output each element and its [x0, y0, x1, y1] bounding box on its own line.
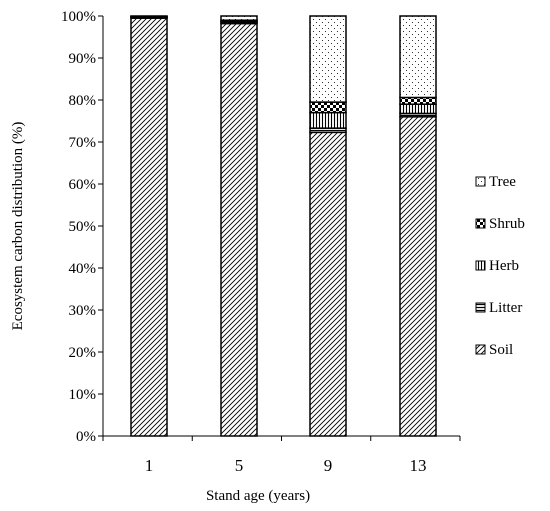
legend-item-soil: Soil — [475, 342, 513, 358]
bar-segment-soil-9 — [309, 131, 347, 437]
y-tick-label: 0% — [76, 429, 96, 445]
x-tick-label: 1 — [145, 456, 154, 475]
bar-segment-soil-1 — [130, 17, 168, 437]
y-tick-label: 80% — [69, 93, 97, 109]
y-tick-label: 90% — [69, 51, 97, 67]
y-axis-title: Ecosystem carbon distribution (%) — [10, 122, 26, 331]
legend-item-shrub: Shrub — [475, 216, 525, 232]
legend-swatch — [475, 302, 486, 313]
legend-item-litter: Litter — [475, 300, 522, 316]
x-tick-label: 13 — [410, 456, 427, 475]
y-tick-label: 30% — [69, 303, 97, 319]
y-axis: 0% 10% 20% 30% 40% 50% 60% 70% 80% 90% 100% — [61, 9, 104, 445]
bar-segment-herb-9 — [309, 111, 347, 129]
y-tick-label: 60% — [69, 177, 97, 193]
x-axis-title: Stand age (years) — [206, 488, 310, 504]
legend-swatch — [475, 344, 486, 355]
legend-label: Litter — [489, 300, 522, 316]
legend-label: Soil — [489, 342, 513, 358]
bar-segment-soil-13 — [399, 116, 437, 437]
x-tick-label: 9 — [324, 456, 333, 475]
y-tick-label: 10% — [69, 387, 97, 403]
legend-swatch — [475, 176, 486, 187]
legend: Tree Shrub Herb Litter Soil — [475, 174, 525, 358]
y-tick-label: 50% — [69, 219, 97, 235]
y-tick-label: 100% — [61, 9, 96, 25]
legend-label: Herb — [489, 258, 519, 274]
bar-segment-tree-5 — [220, 15, 258, 21]
legend-label: Tree — [489, 174, 516, 190]
legend-label: Shrub — [489, 216, 525, 232]
legend-swatch — [475, 218, 486, 229]
bar-segment-herb-13 — [399, 103, 437, 115]
y-tick-label: 20% — [69, 345, 97, 361]
y-tick-label: 40% — [69, 261, 97, 277]
legend-item-tree: Tree — [475, 174, 516, 190]
plot-area — [130, 15, 437, 437]
legend-item-herb: Herb — [475, 258, 519, 274]
bar-segment-tree-13 — [399, 15, 437, 99]
legend-swatch — [475, 260, 486, 271]
bar-segment-shrub-9 — [309, 101, 347, 114]
bar-segment-tree-9 — [309, 15, 347, 103]
x-tick-label: 5 — [235, 456, 244, 475]
y-tick-label: 70% — [69, 135, 97, 151]
x-axis: 1 5 9 13 — [102, 435, 461, 475]
bar-segment-shrub-13 — [399, 96, 437, 105]
bar-segment-soil-5 — [220, 22, 258, 437]
